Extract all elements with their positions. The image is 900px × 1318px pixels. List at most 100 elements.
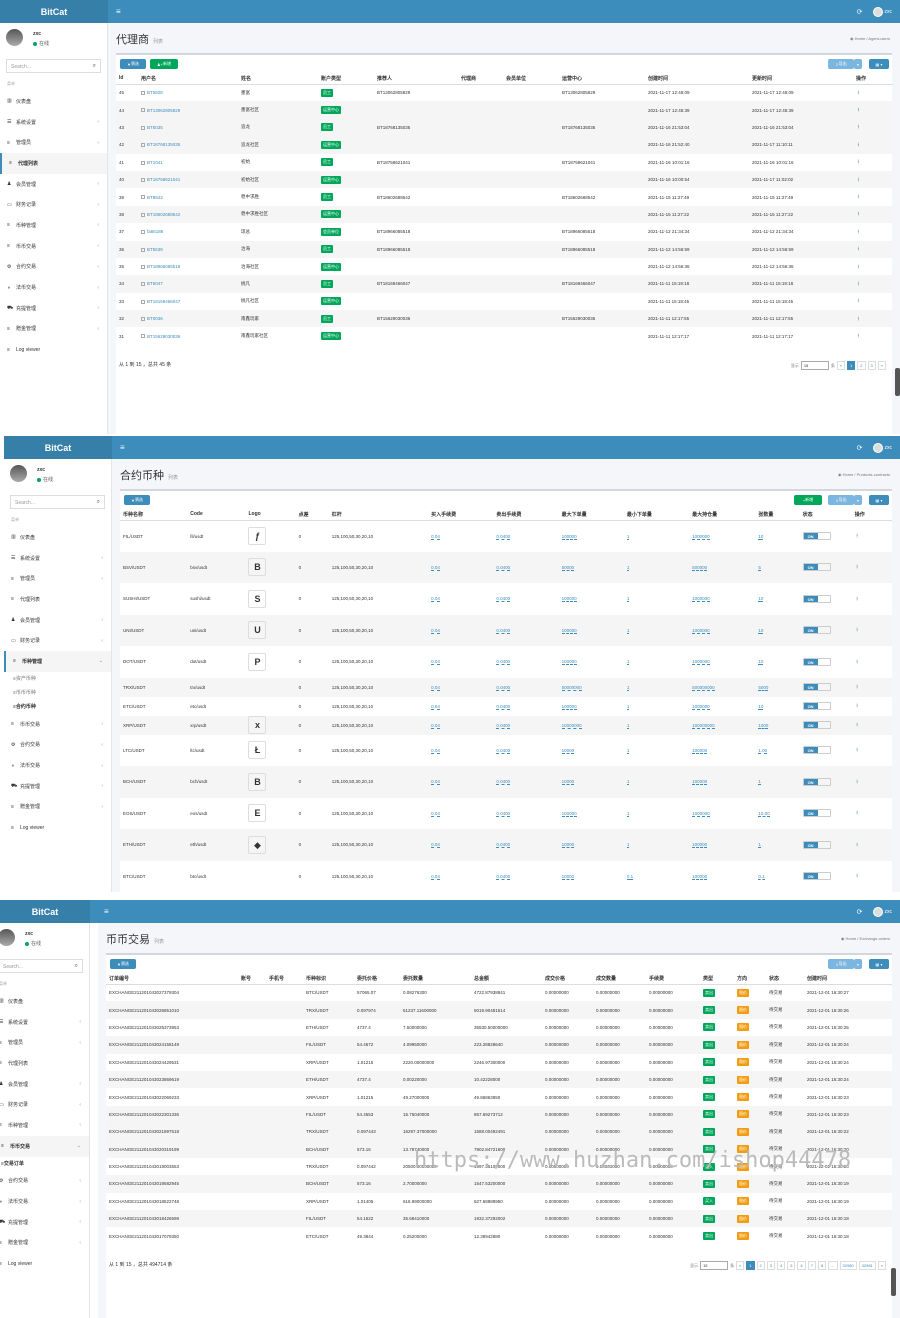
scrollbar[interactable]	[891, 1268, 896, 1296]
sidebar-item-dashboard[interactable]: ▥ 仪表盘	[0, 998, 24, 1005]
brand-logo[interactable]: BitCat	[0, 0, 108, 23]
column-header[interactable]: 创建时间	[645, 73, 749, 85]
sidebar-item-members[interactable]: ♟ 会员管理 ‹	[0, 1081, 81, 1088]
editable-value[interactable]: 0.04	[431, 659, 440, 666]
row-actions-icon[interactable]: ⋮	[856, 246, 861, 252]
column-header[interactable]: 运营中心	[559, 73, 645, 85]
row-actions-icon[interactable]: ⋮	[856, 124, 861, 130]
sidebar-item-admins[interactable]: ≡ 管理员 ‹	[7, 139, 99, 147]
column-header[interactable]: 委托价格	[354, 973, 400, 985]
row-actions-icon[interactable]: ⋮	[856, 89, 861, 95]
search-icon[interactable]: ⌕	[92, 63, 96, 69]
username-link[interactable]: BT5538	[147, 246, 163, 252]
refresh-icon[interactable]: ⟳	[856, 444, 863, 452]
column-header[interactable]: 状态	[799, 509, 852, 521]
column-header[interactable]: 委托数量	[400, 973, 471, 985]
sidebar-item-members[interactable]: ♟ 会员管理 ‹	[11, 617, 103, 624]
copy-icon[interactable]	[141, 91, 145, 96]
editable-value[interactable]: 50000	[561, 564, 575, 571]
sidebar-item-settings[interactable]: ☰ 系统设置 ‹	[0, 1019, 81, 1026]
row-actions-icon[interactable]: ⋮	[856, 176, 861, 182]
sidebar-item-agents[interactable]: ≡ 代理列表	[11, 596, 41, 603]
sidebar-item-log-viewer[interactable]: ≡ Log viewer	[11, 824, 45, 831]
column-header[interactable]: 最大下单量	[558, 509, 624, 521]
page-link[interactable]: 1	[847, 361, 856, 370]
sidebar-item-coins[interactable]: ≡ 币种管理 ‹	[0, 1122, 81, 1129]
row-actions-icon[interactable]: ⋮	[854, 810, 860, 816]
column-header[interactable]: 总金额	[471, 973, 542, 985]
status-toggle[interactable]: ON	[802, 657, 831, 666]
column-header[interactable]: 姓名	[238, 73, 318, 85]
editable-value[interactable]: 0.04	[431, 722, 440, 729]
sidebar-item-otc[interactable]: ◑ 法币交易 ‹	[7, 284, 99, 292]
editable-value[interactable]: 0.04	[431, 842, 440, 849]
editable-value[interactable]: 500000	[692, 564, 708, 571]
sidebar-subitem-trade-orders[interactable]: ≡ 交易订单	[1, 1160, 24, 1168]
copy-icon[interactable]	[141, 160, 145, 165]
status-toggle[interactable]: ON	[802, 563, 831, 572]
editable-value[interactable]: 100000	[561, 703, 577, 710]
sidebar-subitem-asset-coins[interactable]: ≡ 资产币种	[13, 675, 36, 683]
page-link[interactable]: 5	[787, 1261, 796, 1270]
editable-value[interactable]: 0.0400	[496, 842, 511, 849]
status-toggle[interactable]: ON	[802, 746, 831, 755]
editable-value[interactable]: 0.04	[431, 596, 440, 603]
column-header[interactable]: 成交数量	[593, 973, 646, 985]
copy-icon[interactable]	[141, 195, 145, 200]
column-header[interactable]: 用户名	[138, 73, 238, 85]
column-header[interactable]: 账号	[238, 973, 266, 985]
editable-value[interactable]: 0.04	[431, 703, 440, 710]
row-actions-icon[interactable]: ⋮	[856, 107, 861, 113]
editable-value[interactable]: 1	[626, 747, 630, 754]
row-actions-icon[interactable]: ⋮	[856, 211, 861, 217]
copy-icon[interactable]	[141, 108, 145, 113]
editable-value[interactable]: 0.04	[431, 873, 440, 880]
menu-toggle-icon[interactable]: ≡	[104, 907, 109, 916]
editable-value[interactable]: 1	[626, 810, 630, 817]
sidebar-search-input[interactable]: Search... ⌕	[6, 59, 101, 73]
editable-value[interactable]: 500000000	[692, 684, 715, 691]
column-header[interactable]: 更新时间	[749, 73, 853, 85]
row-actions-icon[interactable]: ⋮	[856, 141, 861, 147]
editable-value[interactable]: 1	[758, 842, 761, 849]
row-actions-icon[interactable]: ⋮	[854, 841, 860, 847]
sidebar-item-finance[interactable]: ▭ 财务记录 ‹	[0, 1101, 81, 1109]
scrollbar[interactable]	[895, 368, 900, 396]
column-header[interactable]: 币种标识	[303, 973, 354, 985]
column-header[interactable]: 操作	[851, 509, 892, 521]
editable-value[interactable]: 10	[758, 533, 764, 540]
menu-toggle-icon[interactable]: ≡	[116, 7, 121, 16]
username-link[interactable]: BT18758621041	[147, 177, 181, 183]
username-link[interactable]: BT18169466047	[147, 298, 181, 304]
sidebar-subitem-spot-coins[interactable]: ≡ 币币币种	[13, 689, 36, 697]
editable-value[interactable]: 0.04	[431, 627, 440, 634]
editable-value[interactable]: 0.04	[431, 533, 440, 540]
editable-value[interactable]: 10	[758, 596, 764, 603]
status-toggle[interactable]: ON	[802, 809, 831, 818]
page-link[interactable]: 3	[766, 1261, 775, 1270]
editable-value[interactable]: 1	[626, 564, 630, 571]
editable-value[interactable]: 1000	[758, 722, 769, 729]
column-header[interactable]: Logo	[245, 509, 296, 521]
row-actions-icon[interactable]: ⋮	[856, 298, 861, 304]
status-toggle[interactable]: ON	[802, 683, 831, 691]
sidebar-item-bonus[interactable]: ≡ 赠金管理 ‹	[7, 325, 99, 333]
export-button[interactable]: ⇩ 导出	[828, 59, 854, 69]
search-icon[interactable]: ⌕	[74, 963, 78, 969]
editable-value[interactable]: 1000000	[692, 627, 710, 634]
username-link[interactable]: BT8542	[147, 194, 163, 200]
editable-value[interactable]: 0.0400	[496, 684, 511, 691]
username-link[interactable]: BT18602688542	[147, 211, 181, 217]
copy-icon[interactable]	[141, 264, 145, 269]
page-link[interactable]: 6	[797, 1261, 806, 1270]
sidebar-item-dashboard[interactable]: ▥ 仪表盘	[7, 98, 32, 105]
row-actions-icon[interactable]: ⋮	[856, 159, 861, 165]
username-link[interactable]: BT1041	[147, 159, 163, 165]
copy-icon[interactable]	[141, 247, 145, 252]
row-actions-icon[interactable]: ⋮	[854, 778, 860, 784]
column-header[interactable]: 操作	[853, 73, 893, 85]
column-header[interactable]: 杠杆	[328, 509, 429, 521]
row-actions-icon[interactable]: ⋮	[854, 533, 860, 538]
status-toggle[interactable]: ON	[802, 721, 831, 729]
column-header[interactable]: 最大持仓量	[689, 509, 756, 521]
